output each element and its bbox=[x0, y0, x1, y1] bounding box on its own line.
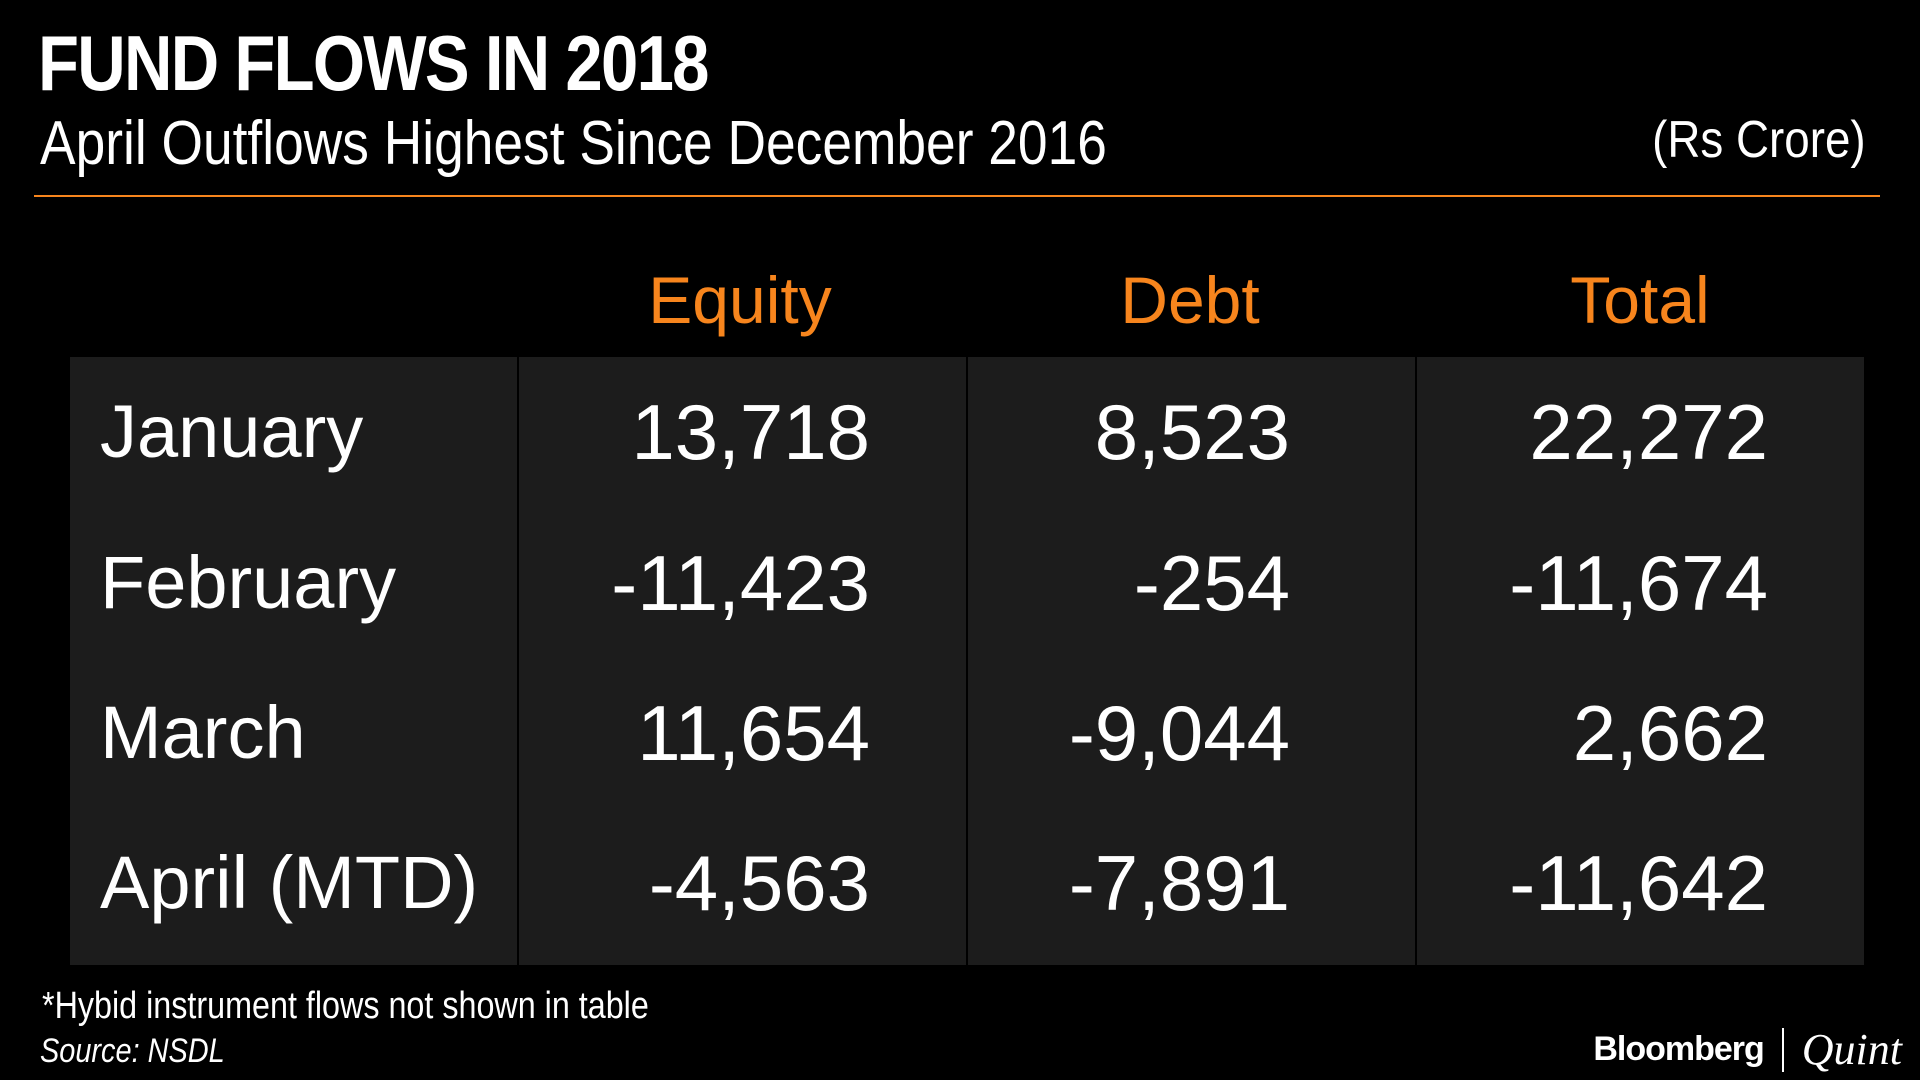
row-label: February bbox=[100, 541, 397, 624]
header-divider bbox=[34, 195, 1880, 197]
brand-logo: Bloomberg Quint bbox=[1593, 1024, 1902, 1075]
table-cell-equity: -4,563 bbox=[648, 839, 870, 927]
footnote: *Hybid instrument flows not shown in tab… bbox=[42, 985, 649, 1027]
table-cell-total: -11,642 bbox=[1509, 839, 1768, 927]
unit-label: (Rs Crore) bbox=[1652, 111, 1866, 169]
column-divider bbox=[517, 357, 519, 965]
table-cell-total: -11,674 bbox=[1509, 539, 1768, 627]
table-cell-equity: 13,718 bbox=[631, 388, 870, 476]
table-cell-debt: -7,891 bbox=[1068, 839, 1290, 927]
table-cell-equity: 11,654 bbox=[637, 689, 870, 777]
source-note: Source: NSDL bbox=[40, 1032, 225, 1070]
brand-quint: Quint bbox=[1801, 1025, 1902, 1074]
row-label: April (MTD) bbox=[100, 841, 479, 924]
chart-subtitle: April Outflows Highest Since December 20… bbox=[40, 109, 1107, 178]
table-cell-debt: -254 bbox=[1133, 539, 1290, 627]
table-cell-total: 22,272 bbox=[1529, 388, 1768, 476]
row-label: January bbox=[100, 390, 364, 473]
column-header-equity: Equity bbox=[648, 263, 832, 337]
table-cell-debt: -9,044 bbox=[1068, 689, 1290, 777]
chart-title: FUND FLOWS IN 2018 bbox=[38, 19, 709, 107]
column-divider bbox=[966, 357, 968, 965]
table-cell-total: 2,662 bbox=[1572, 689, 1768, 777]
column-header-total: Total bbox=[1570, 263, 1710, 337]
column-divider bbox=[1415, 357, 1417, 965]
row-label: March bbox=[100, 691, 306, 774]
brand-bloomberg: Bloomberg bbox=[1593, 1030, 1764, 1068]
column-header-debt: Debt bbox=[1120, 263, 1260, 337]
table-cell-equity: -11,423 bbox=[611, 539, 870, 627]
table-cell-debt: 8,523 bbox=[1094, 388, 1290, 476]
brand-separator bbox=[1781, 1027, 1784, 1072]
